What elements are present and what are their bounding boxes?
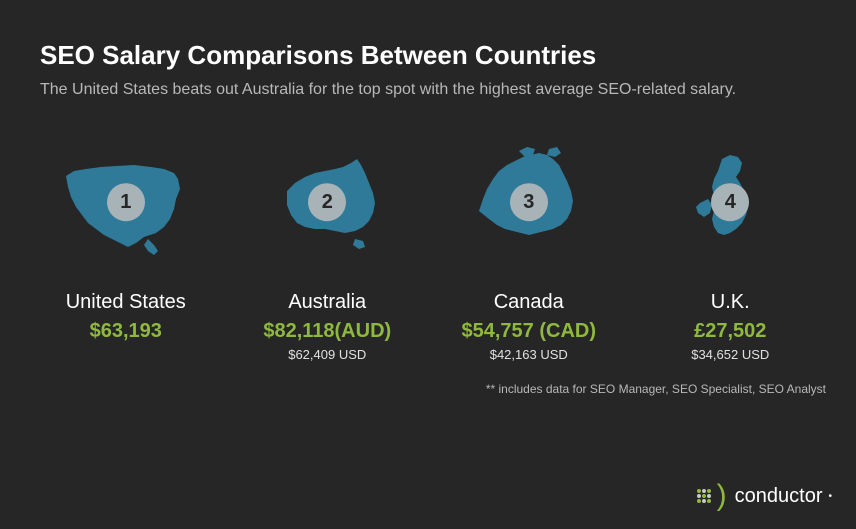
- header: SEO Salary Comparisons Between Countries…: [0, 0, 856, 101]
- salary-secondary-uk: $34,652 USD: [691, 347, 769, 362]
- brand-name: conductor: [735, 485, 823, 508]
- salary-secondary-ca: $42,163 USD: [490, 347, 568, 362]
- rank-badge-us: 1: [107, 184, 145, 222]
- map-wrap-uk: 4: [635, 131, 827, 281]
- country-us: 1 United States $63,193: [30, 131, 222, 362]
- rank-badge-au: 2: [308, 184, 346, 222]
- country-name-uk: U.K.: [711, 291, 750, 314]
- brand-paren-icon: ): [717, 481, 727, 511]
- rank-badge-ca: 3: [510, 184, 548, 222]
- country-name-us: United States: [66, 291, 186, 314]
- page-subtitle: The United States beats out Australia fo…: [40, 79, 816, 101]
- country-au: 2 Australia $82,118(AUD) $62,409 USD: [232, 131, 424, 362]
- salary-primary-us: $63,193: [90, 320, 162, 343]
- salary-secondary-au: $62,409 USD: [288, 347, 366, 362]
- brand-tm-icon: •: [828, 491, 832, 502]
- page-title: SEO Salary Comparisons Between Countries: [40, 40, 816, 71]
- rank-badge-uk: 4: [711, 184, 749, 222]
- country-name-au: Australia: [288, 291, 366, 314]
- map-wrap-au: 2: [232, 131, 424, 281]
- salary-primary-ca: $54,757 (CAD): [461, 320, 596, 343]
- map-wrap-us: 1: [30, 131, 222, 281]
- brand-dots-icon: [695, 487, 713, 505]
- map-wrap-ca: 3: [433, 131, 625, 281]
- country-uk: 4 U.K. £27,502 $34,652 USD: [635, 131, 827, 362]
- footnote: ** includes data for SEO Manager, SEO Sp…: [0, 362, 856, 396]
- brand-logo: ) conductor •: [695, 481, 832, 511]
- salary-primary-au: $82,118(AUD): [263, 320, 391, 343]
- country-ca: 3 Canada $54,757 (CAD) $42,163 USD: [433, 131, 625, 362]
- country-name-ca: Canada: [494, 291, 564, 314]
- salary-primary-uk: £27,502: [694, 320, 766, 343]
- countries-row: 1 United States $63,193 2 Australia $82,…: [0, 101, 856, 362]
